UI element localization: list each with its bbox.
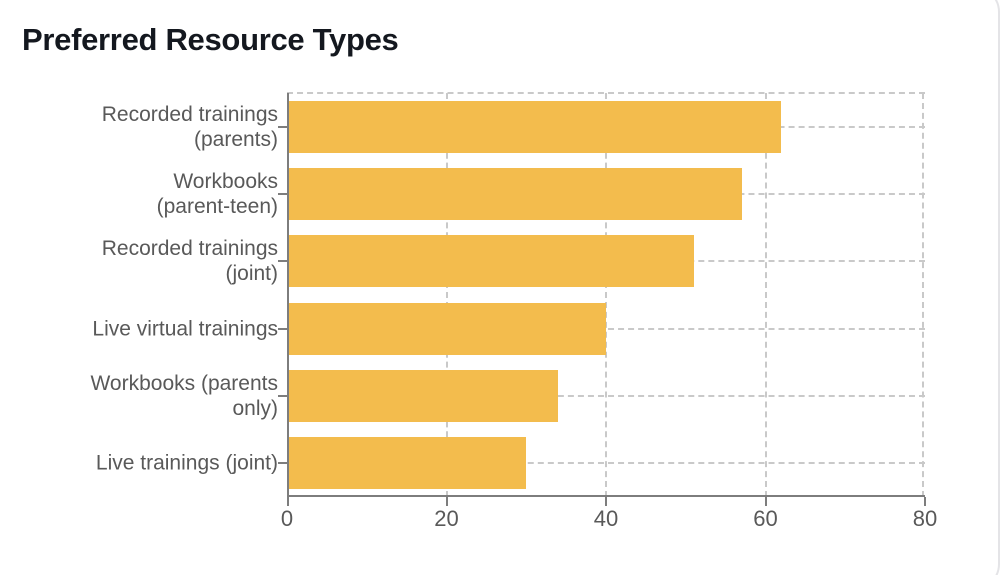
y-tick: [278, 395, 287, 397]
x-tick: [445, 497, 448, 506]
plot-area: 0 20 40 60 80: [278, 92, 937, 531]
category-label: Recorded trainings (joint): [101, 237, 278, 286]
x-tick-label: 0: [280, 506, 294, 531]
bar-workbooks-parents-only: [287, 370, 559, 422]
x-tick: [605, 497, 607, 506]
category-label: Workbooks (parent-teen): [156, 170, 278, 218]
h-gridline: [287, 395, 925, 397]
x-tick-label: 40: [593, 506, 619, 531]
y-tick: [278, 125, 287, 128]
y-tick: [278, 327, 287, 330]
category-label: Live virtual trainings: [92, 317, 278, 341]
bar-recorded-trainings-parents: [287, 100, 782, 153]
bar-recorded-trainings-joint: [287, 235, 694, 288]
bar-live-trainings-joint: [287, 437, 527, 490]
v-gridline: [764, 93, 767, 497]
v-gridline: [445, 93, 448, 497]
x-tick-label: 20: [434, 506, 459, 531]
y-tick: [278, 462, 287, 465]
category-label: Workbooks (parents only): [90, 372, 278, 420]
y-tick: [278, 260, 287, 263]
bar-workbooks-parent-teen: [287, 168, 742, 220]
x-tick-label: 80: [912, 506, 938, 531]
h-gridline: [287, 462, 925, 465]
x-tick-label: 60: [753, 506, 778, 531]
v-gridline: [922, 93, 924, 497]
x-tick: [287, 497, 289, 506]
x-tick: [924, 497, 926, 506]
chart-title: Preferred Resource Types: [22, 22, 399, 57]
v-gridline: [605, 93, 607, 497]
x-axis-spine: [287, 495, 925, 497]
y-tick: [278, 193, 287, 195]
h-gridline: [287, 327, 925, 330]
category-label: Recorded trainings (parents): [101, 102, 278, 151]
x-tick: [764, 497, 767, 506]
y-axis-spine: [287, 93, 289, 497]
category-label: Live trainings (joint): [95, 451, 278, 475]
bar-live-virtual-trainings: [287, 302, 606, 355]
